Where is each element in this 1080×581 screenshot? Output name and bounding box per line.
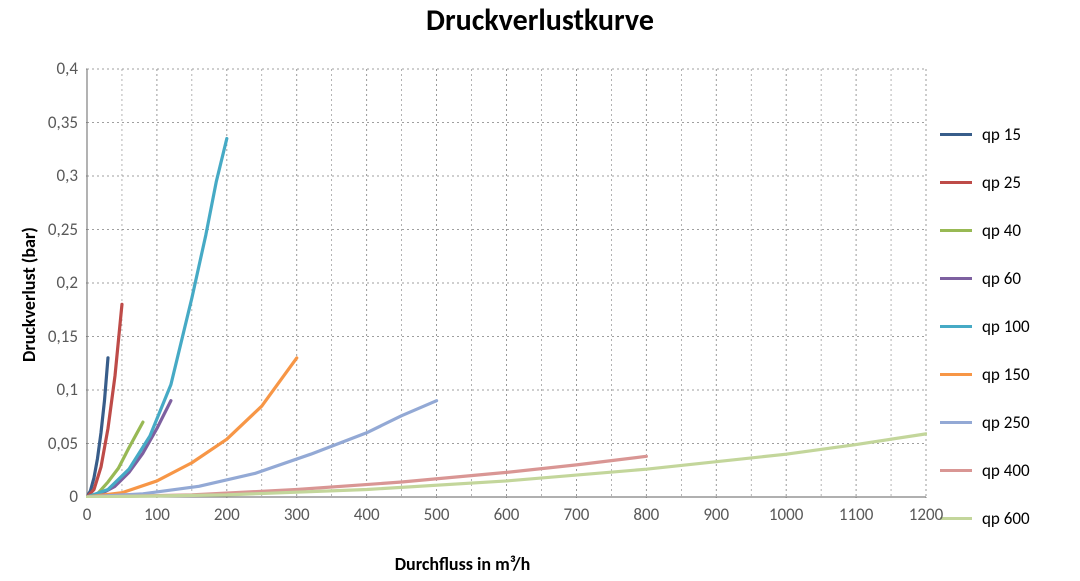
legend-swatch: [940, 181, 972, 184]
legend-label: qp 150: [982, 364, 1030, 385]
legend-swatch: [940, 325, 972, 328]
y-tick-label: 0,2: [28, 272, 78, 293]
x-tick-label: 900: [691, 504, 741, 525]
legend-label: qp 25: [982, 172, 1021, 193]
chart-container: Druckverlustkurve Druckverlust (bar) Dur…: [0, 0, 1080, 581]
x-tick-label: 100: [132, 504, 182, 525]
x-tick-label: 200: [202, 504, 252, 525]
x-tick-label: 300: [272, 504, 322, 525]
legend-label: qp 60: [982, 268, 1021, 289]
x-tick-label: 0: [62, 504, 112, 525]
x-tick-label: 800: [621, 504, 671, 525]
y-tick-label: 0,35: [28, 112, 78, 133]
y-tick-label: 0,15: [28, 326, 78, 347]
legend-swatch: [940, 373, 972, 376]
legend-swatch: [940, 133, 972, 136]
x-tick-label: 600: [482, 504, 532, 525]
legend-label: qp 15: [982, 124, 1021, 145]
legend-item: qp 250: [940, 398, 1080, 446]
legend-item: qp 400: [940, 446, 1080, 494]
y-tick-label: 0,4: [28, 58, 78, 79]
legend-item: qp 60: [940, 254, 1080, 302]
legend-label: qp 40: [982, 220, 1021, 241]
x-tick-label: 400: [342, 504, 392, 525]
legend-label: qp 600: [982, 508, 1030, 529]
legend-swatch: [940, 469, 972, 472]
x-axis-label: Durchfluss in m³/h: [0, 553, 925, 575]
legend-item: qp 15: [940, 110, 1080, 158]
legend-item: qp 150: [940, 350, 1080, 398]
plot-area: [86, 68, 927, 498]
legend-item: qp 100: [940, 302, 1080, 350]
x-tick-label: 500: [412, 504, 462, 525]
legend-label: qp 250: [982, 412, 1030, 433]
legend-swatch: [940, 421, 972, 424]
legend-item: qp 600: [940, 494, 1080, 542]
legend-swatch: [940, 229, 972, 232]
legend: qp 15 qp 25 qp 40 qp 60 qp 100 qp 150 qp 250 qp…: [940, 110, 1080, 542]
y-tick-label: 0,25: [28, 219, 78, 240]
y-tick-label: 0,1: [28, 379, 78, 400]
legend-item: qp 40: [940, 206, 1080, 254]
chart-title: Druckverlustkurve: [0, 2, 1080, 39]
legend-item: qp 25: [940, 158, 1080, 206]
legend-swatch: [940, 277, 972, 280]
x-tick-label: 700: [551, 504, 601, 525]
y-tick-label: 0,3: [28, 165, 78, 186]
y-tick-label: 0,05: [28, 433, 78, 454]
legend-label: qp 100: [982, 316, 1030, 337]
x-tick-label: 1100: [831, 504, 881, 525]
x-tick-label: 1200: [901, 504, 951, 525]
legend-label: qp 400: [982, 460, 1030, 481]
x-tick-label: 1000: [761, 504, 811, 525]
